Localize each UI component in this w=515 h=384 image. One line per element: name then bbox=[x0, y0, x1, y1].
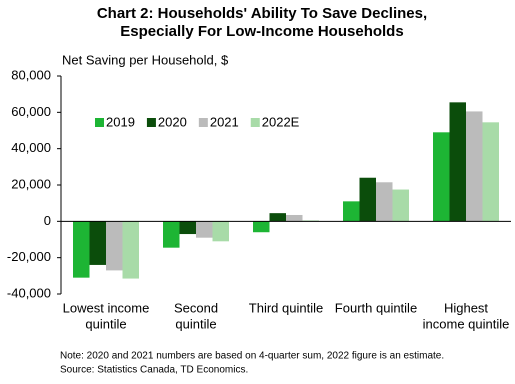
chart-title: Especially For Low-Income Households bbox=[120, 23, 403, 40]
x-tick-label: Lowest income bbox=[63, 300, 150, 315]
bar bbox=[392, 189, 409, 222]
bar bbox=[449, 102, 466, 222]
legend-marker bbox=[146, 118, 156, 127]
note: Source: Statistics Canada, TD Economics. bbox=[60, 365, 248, 376]
bar bbox=[179, 221, 196, 235]
legend-label: 2022E bbox=[262, 114, 300, 129]
bar bbox=[163, 221, 180, 248]
x-tick-label: quintile bbox=[175, 316, 216, 331]
bar bbox=[466, 111, 483, 222]
x-tick-label: Third quintile bbox=[249, 300, 323, 315]
legend-label: 2020 bbox=[158, 114, 187, 129]
y-tick-label: 40,000 bbox=[11, 140, 51, 155]
y-tick-label: 20,000 bbox=[11, 176, 51, 191]
chart-title: Chart 2: Households' Ability To Save Dec… bbox=[97, 5, 427, 22]
y-axis-label: Net Saving per Household, $ bbox=[62, 52, 229, 67]
bar bbox=[89, 221, 106, 265]
bar bbox=[376, 182, 393, 222]
bar bbox=[106, 221, 123, 271]
legend-marker bbox=[198, 118, 208, 127]
y-tick-label: 80,000 bbox=[11, 67, 51, 82]
x-tick-label: Second bbox=[174, 300, 218, 315]
y-tick-label: -20,000 bbox=[7, 249, 51, 264]
x-tick-label: Highest bbox=[444, 300, 488, 315]
note: Note: 2020 and 2021 numbers are based on… bbox=[60, 351, 444, 362]
bar bbox=[253, 221, 270, 233]
y-tick-label: 60,000 bbox=[11, 104, 51, 119]
bar bbox=[359, 177, 376, 222]
bar bbox=[482, 122, 499, 222]
y-tick-label: -40,000 bbox=[7, 285, 51, 300]
x-tick-label: quintile bbox=[85, 316, 126, 331]
y-tick-label: 0 bbox=[44, 213, 51, 228]
bar bbox=[286, 214, 303, 222]
bar bbox=[343, 201, 360, 222]
legend-marker bbox=[250, 118, 260, 127]
legend-label: 2021 bbox=[210, 114, 239, 129]
bar bbox=[212, 221, 229, 242]
bar bbox=[196, 221, 213, 238]
bar bbox=[73, 221, 90, 278]
bar bbox=[433, 132, 450, 222]
bar bbox=[269, 213, 286, 222]
x-tick-label: Fourth quintile bbox=[335, 300, 417, 315]
legend-label: 2019 bbox=[106, 114, 135, 129]
bar bbox=[122, 221, 139, 279]
x-tick-label: income quintile bbox=[423, 316, 510, 331]
legend-marker bbox=[95, 118, 104, 127]
